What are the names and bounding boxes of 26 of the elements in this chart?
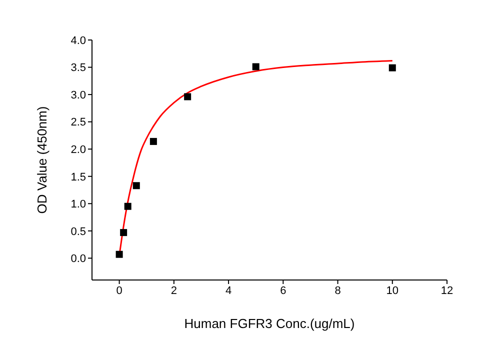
point [116,250,123,258]
y-tick-label: 3.5 [70,62,86,74]
point [120,229,128,236]
point [184,93,192,100]
y-tick-label: 1.0 [70,198,86,211]
point [124,202,132,210]
point [132,182,140,190]
y-tick-label: 0.0 [70,253,86,266]
y-tick-label: 0.5 [70,226,86,238]
x-tick-label: 0 [116,284,122,297]
y-tick-label: 2.0 [70,144,86,156]
x-axis-title: Human FGFR3 Conc.(ug/mL) [184,316,355,331]
y-axis-title: OD Value (450nm) [34,106,50,214]
y-tick-label: 4.0 [70,34,86,47]
y-tick-label: 1.5 [70,171,86,184]
point [388,64,396,72]
x-tick-label: 12 [440,284,454,297]
x-tick-label: 6 [280,284,286,297]
x-tick-label: 4 [225,284,232,297]
point [150,138,157,145]
y-tick-label: 3.0 [70,89,86,102]
point [252,63,260,70]
x-tick-label: 2 [170,284,177,297]
x-tick-label: 8 [334,284,341,297]
y-tick-label: 2.5 [70,116,86,129]
x-tick-label: 10 [386,284,399,297]
